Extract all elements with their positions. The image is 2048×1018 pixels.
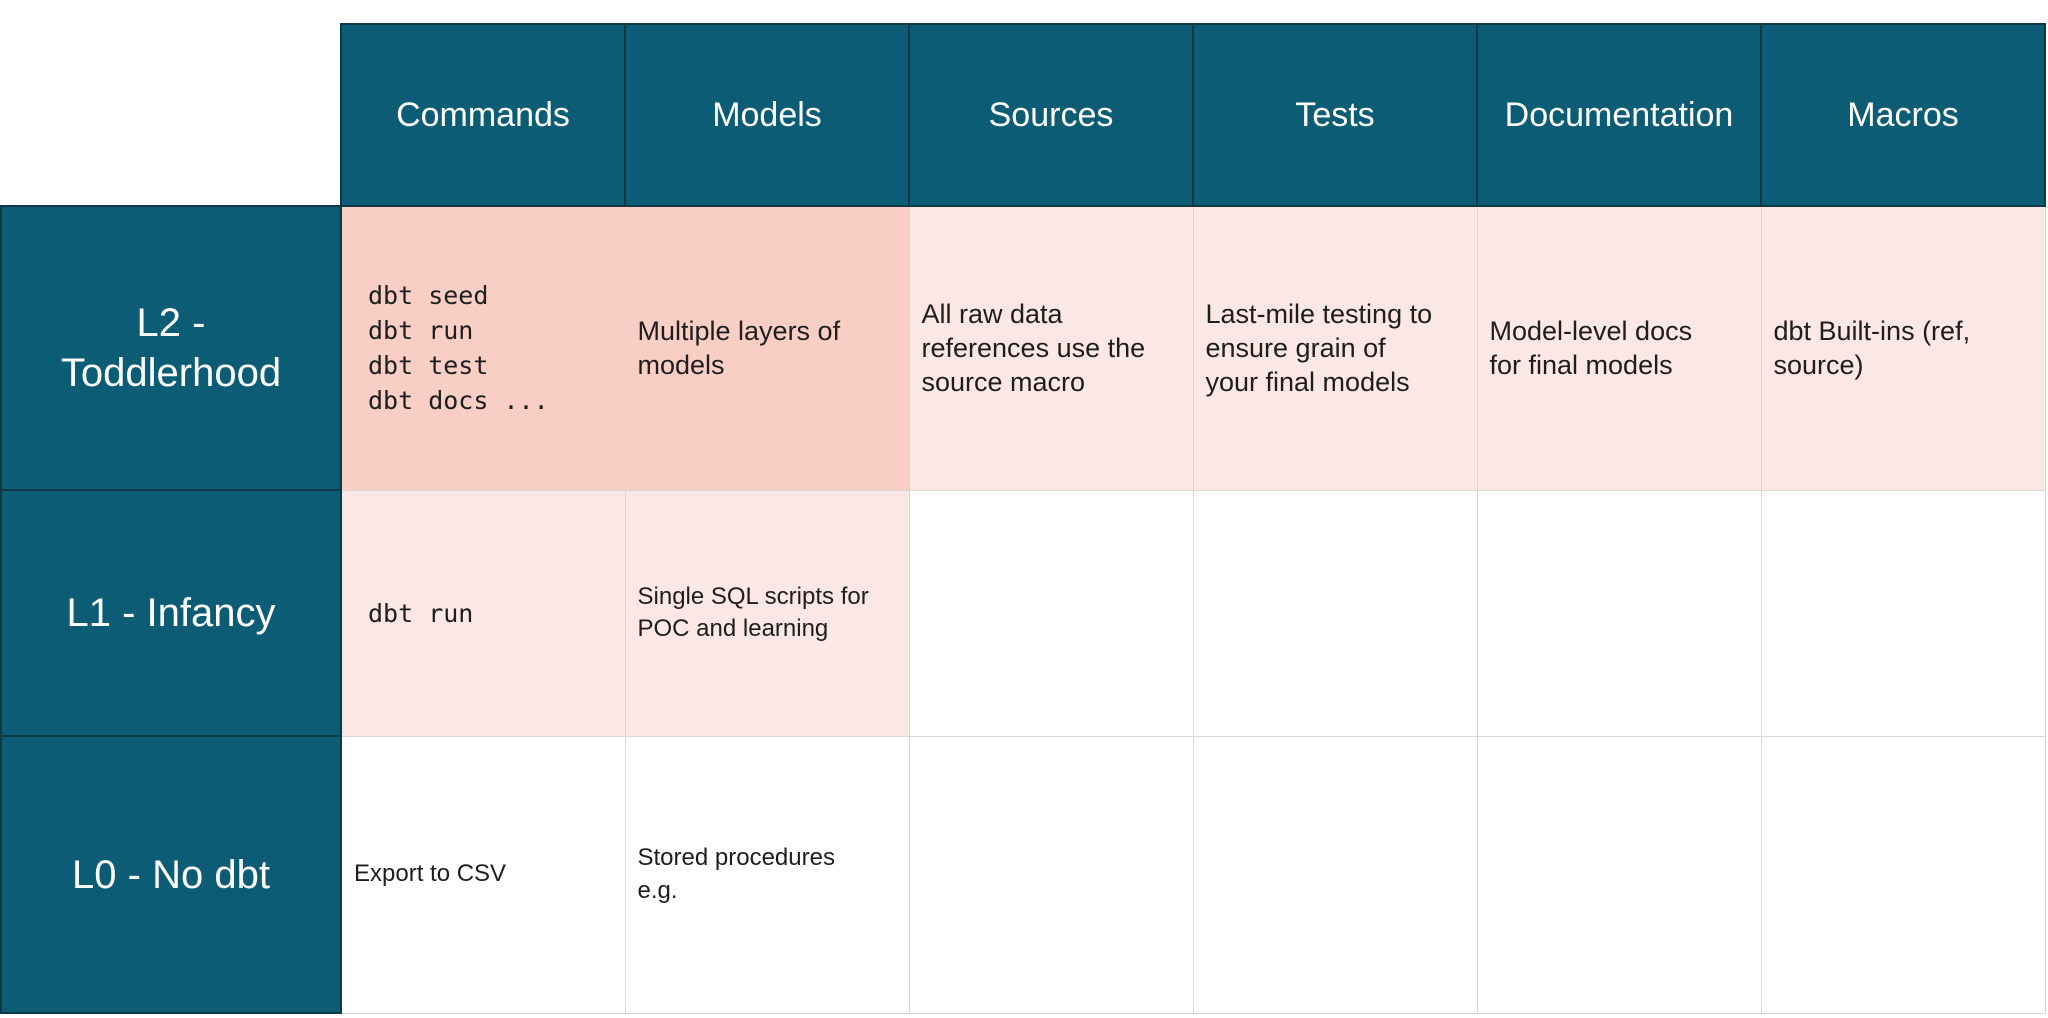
cell-l0-sources: [908, 735, 1194, 1014]
cell-l2-sources: All raw data references use the source m…: [908, 205, 1194, 491]
cell-l0-macros: [1760, 735, 2046, 1014]
cell-l1-commands: dbt run: [340, 489, 626, 737]
cell-l2-models: Multiple layers of models: [624, 205, 910, 491]
cell-l1-sources: [908, 489, 1194, 737]
col-header-commands: Commands: [340, 23, 626, 207]
cell-l1-models: Single SQL scripts for POC and learning: [624, 489, 910, 737]
row-header-l0-no-dbt: L0 - No dbt: [0, 735, 342, 1014]
cell-l2-documentation: Model-level docs for final models: [1476, 205, 1762, 491]
col-header-sources: Sources: [908, 23, 1194, 207]
col-header-tests: Tests: [1192, 23, 1478, 207]
cell-l2-commands: dbt seed dbt run dbt test dbt docs ...: [340, 205, 626, 491]
cell-l0-models: Stored procedures e.g.: [624, 735, 910, 1014]
row-header-l1-infancy: L1 - Infancy: [0, 489, 342, 737]
cell-l0-documentation: [1476, 735, 1762, 1014]
cell-l1-tests: [1192, 489, 1478, 737]
cell-l2-tests: Last-mile testing to ensure grain of you…: [1192, 205, 1478, 491]
col-header-documentation: Documentation: [1476, 23, 1762, 207]
col-header-models: Models: [624, 23, 910, 207]
cell-l1-documentation: [1476, 489, 1762, 737]
col-header-macros: Macros: [1760, 23, 2046, 207]
cell-l2-macros: dbt Built-ins (ref, source): [1760, 205, 2046, 491]
cell-l0-commands: Export to CSV: [340, 735, 626, 1014]
corner-spacer: [1, 24, 341, 206]
row-header-l2-toddlerhood: L2 - Toddlerhood: [0, 205, 342, 491]
dbt-maturity-table: Commands Models Sources Tests Documentat…: [0, 23, 2046, 1014]
cell-l1-macros: [1760, 489, 2046, 737]
cell-l0-tests: [1192, 735, 1478, 1014]
